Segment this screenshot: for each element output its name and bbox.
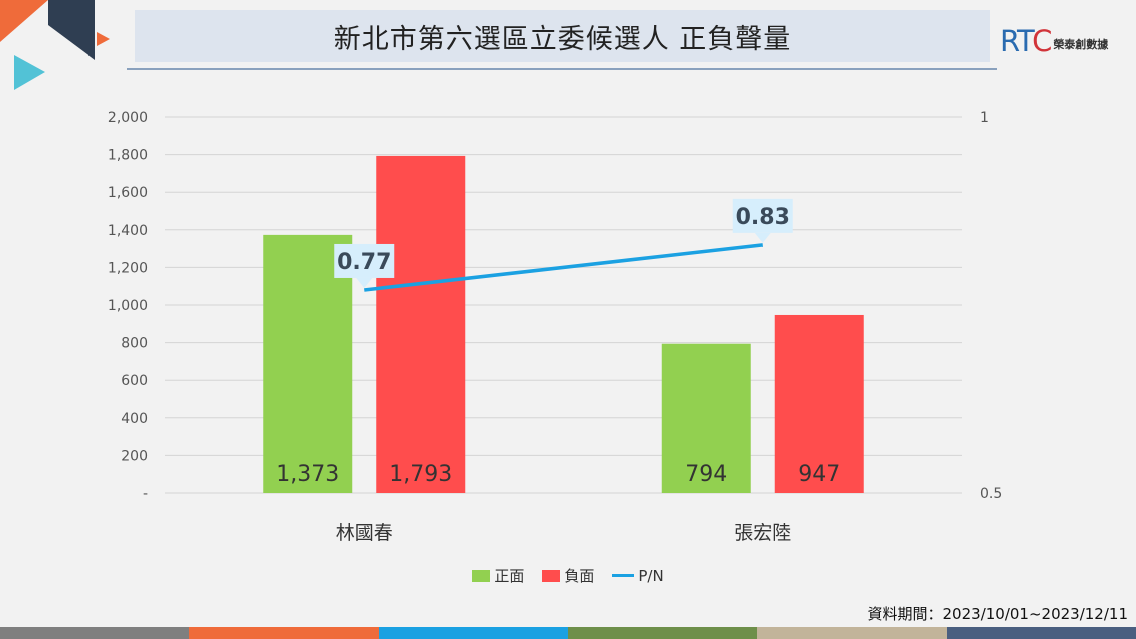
bar-negative [376, 155, 466, 493]
bottom-color-strip [0, 627, 1136, 639]
bar-line-chart: - 200 400 600 800 1,000 1,200 1,400 1,600 1,800 2,… [108, 110, 1002, 544]
category-label: 張宏陸 [734, 522, 791, 544]
legend-label-negative: 負面 [564, 567, 595, 585]
y-tick-label: 1,600 [108, 185, 148, 201]
y-tick-label: 400 [121, 411, 148, 427]
y-tick-label: 1,000 [108, 298, 148, 314]
y-tick-label: 1,200 [108, 260, 148, 276]
chart-title: 新北市第六選區立委候選人 正負聲量 [135, 10, 990, 62]
bar-value-label: 1,373 [276, 462, 339, 487]
data-period-note: 資料期間：2023/10/01~2023/12/11 [867, 605, 1128, 623]
legend-item-negative: 負面 [542, 565, 594, 586]
legend-swatch-positive [472, 569, 491, 582]
legend-item-pn: P/N [612, 566, 664, 585]
pn-value-label: 0.83 [736, 205, 790, 230]
brand-name: 榮泰創數據 [1053, 38, 1109, 51]
y-tick-label: - [143, 486, 148, 502]
legend-swatch-pn [612, 574, 635, 577]
bar-positive [661, 343, 751, 493]
corner-decoration [0, 0, 110, 90]
legend-label-pn: P/N [638, 566, 664, 585]
legend-item-positive: 正面 [472, 565, 524, 586]
y-tick-label: 2,000 [108, 110, 148, 126]
brand-logo: RTC 榮泰創數據 [1000, 16, 1108, 56]
bar-value-label: 794 [685, 462, 727, 487]
pn-label-box [732, 198, 793, 233]
y-tick-label: 600 [121, 373, 148, 389]
y-tick-label: 800 [121, 336, 148, 352]
pn-value-label: 0.77 [337, 250, 391, 275]
bar-value-label: 1,793 [389, 462, 452, 487]
title-divider [127, 68, 997, 70]
category-label: 林國春 [336, 522, 393, 544]
y2-tick-label: 0.5 [980, 486, 1002, 502]
y2-tick-label: 1 [980, 110, 989, 126]
y-tick-label: 1,400 [108, 223, 148, 239]
y-tick-label: 200 [121, 448, 148, 464]
bar-value-label: 947 [798, 462, 840, 487]
chart-legend: 正面 負面 P/N [0, 565, 1136, 586]
pn-label-box [334, 243, 395, 278]
brand-mark: RTC [1000, 24, 1052, 58]
legend-label-positive: 正面 [494, 567, 525, 585]
y-tick-label: 1,800 [108, 148, 148, 164]
pn-label-pointer [754, 232, 771, 243]
pn-label-pointer [356, 277, 373, 288]
legend-swatch-negative [542, 569, 561, 582]
pn-line [364, 243, 763, 292]
bar-negative [774, 314, 864, 493]
